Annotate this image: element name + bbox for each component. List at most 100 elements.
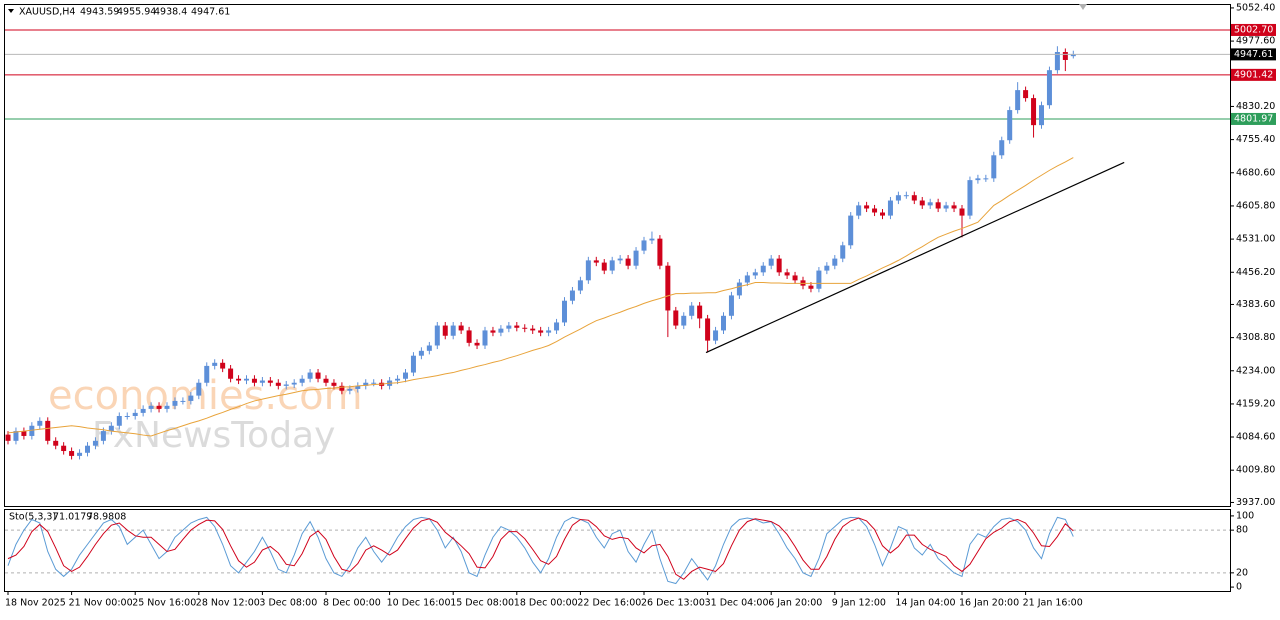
candle-body <box>450 325 456 336</box>
y-tick-label: 20 <box>1236 567 1248 578</box>
candle-body <box>681 315 687 326</box>
candle-body <box>736 282 742 296</box>
current-price-box <box>1231 48 1276 61</box>
candle-body <box>180 400 186 402</box>
candle-body <box>315 372 321 379</box>
candle-body <box>410 355 416 373</box>
candle-body <box>633 250 639 266</box>
candle-body <box>593 260 599 263</box>
level-label: 4801.97 <box>1234 113 1273 124</box>
candle-body <box>530 328 536 331</box>
level-label-box <box>1231 23 1276 36</box>
candle-body <box>824 265 830 271</box>
y-tick-label: 4830.20 <box>1236 101 1275 112</box>
candle-body <box>21 431 27 436</box>
candle-body <box>1031 98 1037 126</box>
y-tick-label: 4605.80 <box>1236 200 1275 211</box>
candle-body <box>124 415 130 417</box>
candle-body <box>776 258 782 273</box>
candle-body <box>116 415 122 426</box>
y-tick-label: 0 <box>1236 582 1242 593</box>
candle-body <box>244 378 249 381</box>
y-tick-label: 4084.60 <box>1236 432 1275 443</box>
x-tick-label: 21 Nov 00:00 <box>69 598 133 609</box>
moving-average <box>7 157 1074 437</box>
candle-body <box>840 245 846 259</box>
y-tick-label: 4308.80 <box>1236 332 1275 343</box>
level-label: 4901.42 <box>1234 69 1273 80</box>
candle-body <box>975 178 981 181</box>
candle-body <box>872 208 878 213</box>
candle-body <box>784 272 790 276</box>
candle-body <box>522 327 528 329</box>
candle-body <box>85 445 90 453</box>
x-tick-label: 25 Nov 16:00 <box>132 598 196 609</box>
candle-body <box>903 195 909 197</box>
price-panel <box>4 4 1231 507</box>
level-label: 5002.70 <box>1234 24 1273 35</box>
oscillator-line <box>7 516 1074 585</box>
candle-body <box>848 215 854 246</box>
candle-body <box>880 212 885 216</box>
y-tick-label: 4009.80 <box>1236 465 1275 476</box>
watermark: FxNewsToday <box>92 415 335 456</box>
x-tick-label: 3 Dec 08:00 <box>259 598 317 609</box>
candle-body <box>395 378 401 381</box>
candle-body <box>371 382 377 384</box>
candle-body <box>617 258 623 261</box>
x-tick-label: 16 Jan 20:00 <box>959 598 1019 609</box>
candle-body <box>236 378 242 381</box>
x-tick-label: 14 Jan 04:00 <box>895 598 955 609</box>
candle-body <box>132 412 138 416</box>
candle-body <box>959 208 965 216</box>
candle-body <box>204 365 210 383</box>
candle-body <box>339 385 345 391</box>
candle-body <box>649 238 655 241</box>
candle-body <box>577 280 583 291</box>
y-tick-label: 4383.60 <box>1236 299 1275 310</box>
x-tick-label: 21 Jan 16:00 <box>1023 598 1083 609</box>
candle-body <box>53 440 59 446</box>
x-tick-label: 26 Dec 13:00 <box>641 598 705 609</box>
candle-body <box>426 345 432 351</box>
candle-body <box>1007 110 1013 141</box>
candle-body <box>61 445 67 452</box>
candle-body <box>609 260 615 271</box>
y-tick-label: 100 <box>1236 510 1254 521</box>
y-tick-label: 3937.00 <box>1236 497 1275 508</box>
candle-body <box>1023 90 1029 99</box>
candle-body <box>45 420 51 441</box>
candle-body <box>77 452 83 456</box>
candle-body <box>267 380 273 383</box>
candle-body <box>999 140 1005 156</box>
candle-body <box>689 305 695 316</box>
candle-body <box>164 405 170 409</box>
x-tick-label: 8 Dec 00:00 <box>323 598 381 609</box>
candle-body <box>601 262 607 271</box>
candle-body <box>259 380 265 383</box>
candle-body <box>347 388 353 391</box>
y-tick-label: 5052.40 <box>1236 2 1275 13</box>
candle-body <box>331 382 337 386</box>
candle-body <box>156 405 162 409</box>
symbol-title: XAUUSD,H4 <box>19 7 75 18</box>
candle-body <box>100 431 106 441</box>
x-tick-label: 15 Dec 08:00 <box>450 598 514 609</box>
candle-body <box>29 425 35 436</box>
candle-body <box>418 350 424 356</box>
candle-body <box>856 205 862 216</box>
candle-body <box>506 325 512 329</box>
candle-body <box>299 378 305 383</box>
current-price-label: 4947.61 <box>1234 49 1273 60</box>
y-tick-label: 4755.40 <box>1236 134 1275 145</box>
candle-body <box>307 372 313 379</box>
candle-body <box>554 322 560 331</box>
candle-body <box>490 330 496 333</box>
y-tick-label: 4977.60 <box>1236 36 1275 47</box>
candle-body <box>514 325 520 328</box>
candle-body <box>37 420 43 426</box>
candle-body <box>220 362 226 369</box>
candle-body <box>172 400 178 406</box>
candle-body <box>474 342 480 346</box>
